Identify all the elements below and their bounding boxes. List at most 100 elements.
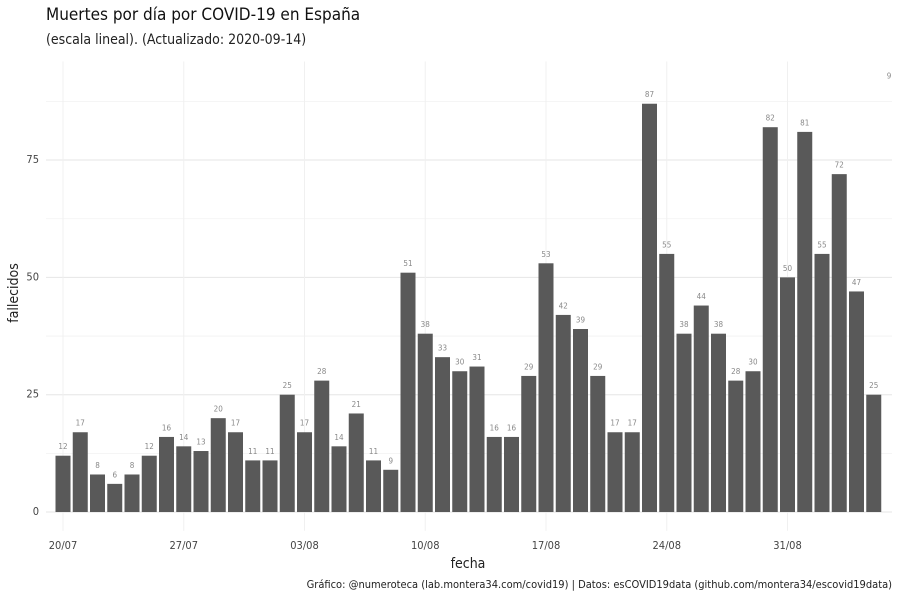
bar [590, 375, 606, 513]
bar [521, 375, 537, 513]
bar [711, 333, 726, 513]
bar [262, 460, 278, 513]
bar [348, 413, 364, 513]
x-axis-title: fecha [451, 556, 486, 572]
value-label: 16 [162, 423, 172, 432]
bar [555, 314, 571, 513]
value-label: 11 [248, 447, 257, 456]
value-label: 17 [300, 419, 309, 428]
bar [831, 174, 847, 513]
bar [659, 253, 675, 513]
x-tick-label: 24/08 [652, 539, 681, 552]
bar [366, 460, 381, 513]
bar [417, 333, 433, 513]
bar [107, 483, 123, 513]
bar [159, 436, 174, 513]
bar [866, 394, 882, 513]
caption: Gráfico: @numeroteca (lab.montera34.com/… [307, 578, 893, 591]
value-label: 44 [697, 292, 707, 301]
value-label: 53 [541, 250, 550, 259]
y-tick-label: 25 [26, 388, 39, 401]
x-tick-label: 03/08 [290, 539, 319, 552]
bar [141, 455, 157, 513]
bar [762, 127, 778, 513]
chart-title: Muertes por día por COVID-19 en España [46, 5, 360, 25]
y-tick-label: 50 [26, 270, 39, 283]
y-axis-title: fallecidos [6, 263, 22, 323]
bar [538, 263, 554, 513]
bar [383, 469, 399, 513]
value-label: 38 [679, 320, 689, 329]
bar [849, 291, 864, 513]
value-label: 8 [95, 461, 100, 470]
bar [72, 432, 88, 513]
value-label: 9 [388, 456, 393, 465]
value-label: 12 [58, 442, 67, 451]
value-label: 42 [559, 301, 568, 310]
value-label: 20 [214, 405, 224, 414]
value-label: 82 [766, 114, 775, 123]
bar [745, 371, 761, 513]
bar [469, 366, 485, 513]
bar [331, 446, 347, 513]
value-label: 39 [576, 316, 586, 325]
value-label: 21 [352, 400, 361, 409]
value-label: 50 [783, 264, 793, 273]
x-tick-label: 20/07 [49, 539, 78, 552]
value-label: 16 [490, 423, 500, 432]
bar [797, 131, 813, 513]
x-tick-label: 27/07 [169, 539, 198, 552]
value-label: 16 [507, 423, 517, 432]
value-label: 38 [421, 320, 431, 329]
value-label: 47 [852, 278, 861, 287]
value-label: 30 [748, 358, 758, 367]
bar [55, 455, 71, 513]
y-tick-label: 0 [33, 505, 39, 518]
value-label: 17 [628, 419, 637, 428]
bar [693, 305, 709, 513]
bar [228, 432, 243, 513]
x-tick-label: 31/08 [773, 539, 802, 552]
bar [780, 277, 795, 513]
value-label: 11 [369, 447, 378, 456]
value-label: 13 [196, 438, 205, 447]
value-label: 17 [610, 419, 619, 428]
value-label: 6 [112, 470, 117, 479]
bar [90, 474, 105, 513]
chart-subtitle: (escala lineal). (Actualizado: 2020-09-1… [46, 32, 306, 48]
bar [124, 474, 140, 513]
value-label: 8 [130, 461, 135, 470]
bar [504, 436, 519, 513]
bar [314, 380, 330, 513]
bar [400, 272, 416, 513]
x-tick-label: 17/08 [532, 539, 561, 552]
value-label: 28 [317, 367, 327, 376]
value-label: 28 [731, 367, 741, 376]
value-label: 31 [472, 353, 481, 362]
value-label: 14 [179, 433, 189, 442]
bar [814, 253, 830, 513]
bar [728, 380, 744, 513]
bar [245, 460, 261, 513]
value-label: 51 [403, 259, 412, 268]
value-label: 33 [438, 344, 447, 353]
bar [676, 333, 692, 513]
value-label: 29 [524, 362, 534, 371]
bar [624, 432, 640, 513]
value-label: 38 [714, 320, 724, 329]
bar [297, 432, 312, 513]
value-label: 17 [231, 419, 240, 428]
bar [435, 357, 450, 513]
bar [607, 432, 623, 513]
value-label: 87 [645, 90, 654, 99]
bar [210, 418, 226, 513]
value-label: 14 [334, 433, 344, 442]
x-tick-label: 10/08 [411, 539, 440, 552]
value-label: 17 [76, 419, 85, 428]
y-tick-label: 75 [26, 153, 39, 166]
bar [193, 451, 209, 513]
value-label: 25 [283, 381, 292, 390]
value-label: 25 [869, 381, 878, 390]
value-label: 55 [817, 240, 826, 249]
